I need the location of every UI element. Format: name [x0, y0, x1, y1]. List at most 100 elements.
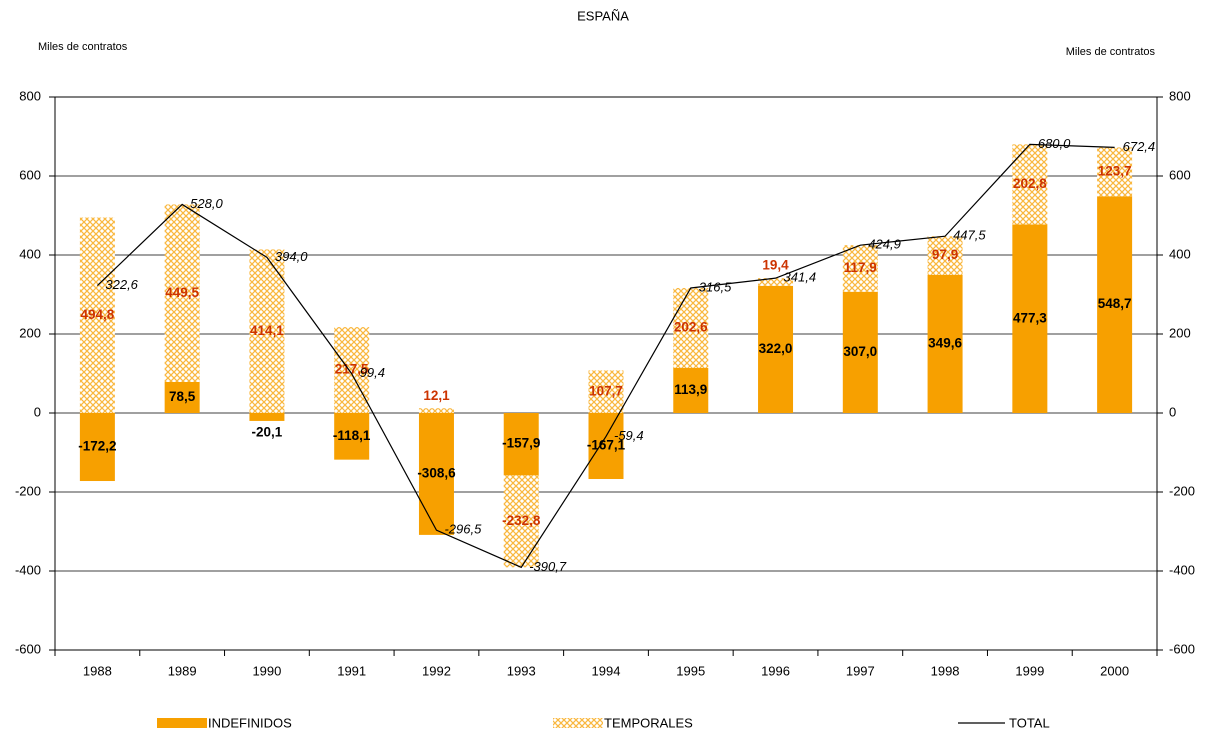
bar-value-label: 217,5	[335, 362, 369, 377]
y2-tick-label: -400	[1169, 562, 1195, 577]
bar-value-label: 117,9	[844, 260, 877, 275]
line-value-label: 99,4	[360, 365, 385, 380]
x-tick-label: 1999	[1015, 663, 1044, 678]
y2-tick-label: 800	[1169, 88, 1191, 103]
line-value-label: -59,4	[614, 428, 644, 443]
line-value-label: 316,5	[699, 279, 732, 294]
y2-tick-label: 200	[1169, 325, 1191, 340]
legend-label: TOTAL	[1009, 715, 1050, 730]
x-tick-label: 1996	[761, 663, 790, 678]
x-tick-label: 1988	[83, 663, 112, 678]
bar-value-label: -20,1	[252, 425, 283, 440]
x-tick-label: 1990	[252, 663, 281, 678]
bar-value-label: 414,1	[250, 323, 284, 338]
bar-segment	[503, 475, 539, 568]
bar-segment	[418, 408, 454, 413]
bar-segment	[927, 236, 963, 275]
bar-segment	[334, 327, 370, 413]
y-axis-label: Miles de contratos	[38, 41, 128, 53]
x-tick-label: 1991	[337, 663, 366, 678]
bar-segment	[164, 381, 200, 413]
line-value-label: -390,7	[529, 559, 567, 574]
bar-value-label: -167,1	[587, 438, 626, 453]
bar-segment	[758, 278, 794, 286]
bar-value-label: 123,7	[1098, 163, 1132, 178]
bar-value-label: 548,7	[1098, 296, 1132, 311]
bar-value-label: -308,6	[417, 466, 456, 481]
bar-segment	[1012, 224, 1048, 413]
bar-value-label: -157,9	[502, 436, 540, 451]
bar-value-label: 322,0	[759, 341, 793, 356]
legend-swatch	[157, 718, 207, 728]
y2-tick-label: 0	[1169, 404, 1176, 419]
line-value-label: 672,4	[1123, 139, 1156, 154]
bar-value-label: 12,1	[423, 388, 450, 403]
y-tick-label: -400	[15, 562, 41, 577]
y-tick-label: 200	[19, 325, 41, 340]
y2-tick-label: 400	[1169, 246, 1191, 261]
bar-value-label: 449,5	[165, 285, 199, 300]
y2-tick-label: 600	[1169, 167, 1191, 182]
x-tick-label: 1993	[507, 663, 536, 678]
bar-segment	[334, 413, 370, 460]
chart-title: ESPAÑA	[577, 8, 629, 23]
line-value-label: 424,9	[868, 237, 901, 252]
bar-segment	[588, 413, 624, 480]
total-line	[96, 143, 1115, 569]
x-tick-label: 2000	[1100, 663, 1129, 678]
y-tick-label: 400	[19, 246, 41, 261]
x-tick-label: 1992	[422, 663, 451, 678]
line-value-label: -296,5	[444, 522, 482, 537]
bar-value-label: 202,8	[1013, 176, 1047, 191]
legend-label: INDEFINIDOS	[208, 715, 292, 730]
y-tick-label: -200	[15, 483, 41, 498]
bar-segment	[588, 370, 624, 413]
bar-value-label: 349,6	[928, 336, 962, 351]
x-tick-label: 1998	[931, 663, 960, 678]
bar-value-label: 202,6	[674, 320, 708, 335]
line-value-label: 394,0	[275, 249, 308, 264]
y2-tick-label: -600	[1169, 641, 1195, 656]
bar-segment	[1097, 147, 1133, 197]
bar-segment	[418, 413, 454, 535]
line-value-label: 447,5	[953, 228, 986, 243]
bar-segment	[249, 249, 285, 413]
bar-value-label: 19,4	[762, 258, 789, 273]
bar-segment	[758, 285, 794, 413]
y2-tick-label: -200	[1169, 483, 1195, 498]
x-tick-label: 1989	[168, 663, 197, 678]
line-value-label: 528,0	[190, 196, 223, 211]
bar-segment	[79, 217, 115, 413]
bar-value-label: 78,5	[169, 389, 196, 404]
bar-segment	[673, 287, 709, 369]
bar-value-label: 113,9	[674, 382, 707, 397]
x-tick-label: 1995	[676, 663, 705, 678]
bar-value-label: -118,1	[333, 428, 371, 443]
line-value-label: 680,0	[1038, 136, 1071, 151]
bar-value-label: 307,0	[843, 344, 877, 359]
y2-axis-label: Miles de contratos	[1066, 46, 1156, 58]
legend-swatch	[553, 718, 603, 728]
bar-segment	[249, 413, 285, 421]
bar-segment	[503, 413, 539, 476]
line-value-label: 322,6	[105, 277, 138, 292]
bar-segment	[842, 291, 878, 413]
bar-value-label: -172,2	[78, 439, 116, 454]
x-tick-label: 1997	[846, 663, 875, 678]
bar-segment	[927, 274, 963, 413]
y-tick-label: 800	[19, 88, 41, 103]
bar-value-label: 107,7	[589, 383, 623, 398]
y-tick-label: -600	[15, 641, 41, 656]
bar-value-label: 494,8	[80, 307, 114, 322]
bar-value-label: 477,3	[1013, 310, 1047, 325]
x-tick-label: 1994	[592, 663, 621, 678]
legend-label: TEMPORALES	[604, 715, 693, 730]
y-tick-label: 600	[19, 167, 41, 182]
bar-segment	[1097, 196, 1133, 413]
y-tick-label: 0	[34, 404, 41, 419]
bar-segment	[79, 413, 115, 482]
bar-segment	[164, 204, 200, 382]
plot-frame	[54, 96, 1158, 651]
bar-segment	[842, 245, 878, 292]
